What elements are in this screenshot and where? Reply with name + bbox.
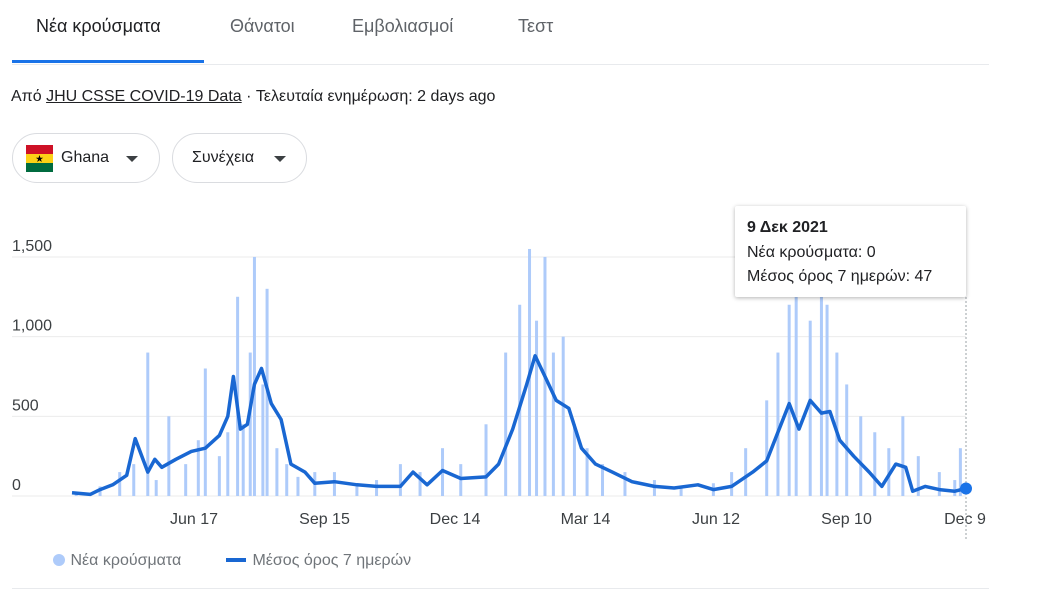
case-bar — [561, 336, 565, 496]
tab-new-cases[interactable]: Νέα κρούσματα — [36, 16, 161, 36]
case-bar — [154, 480, 158, 496]
case-bar — [585, 448, 589, 496]
legend-average[interactable]: Μέσος όρος 7 ημερών — [226, 551, 411, 570]
case-bar — [776, 352, 780, 496]
case-bar — [504, 352, 508, 496]
y-axis-labels: 0 500 1,000 1,500 — [12, 238, 52, 494]
case-bar — [601, 464, 605, 496]
case-bar — [623, 472, 627, 496]
legend-cases[interactable]: Νέα κρούσματα — [52, 551, 181, 570]
active-tab-indicator — [12, 60, 204, 63]
chevron-down-icon — [126, 156, 138, 162]
case-bar — [937, 472, 941, 496]
case-bar — [794, 288, 798, 496]
y-tick-label: 1,000 — [12, 318, 52, 335]
source-separator: · — [246, 88, 252, 105]
case-bar — [146, 352, 150, 496]
case-bar — [296, 476, 300, 496]
chart-tooltip: 9 Δεκ 2021 Νέα κρούσματα: 0 Μέσος όρος 7… — [735, 206, 966, 297]
case-bar — [825, 304, 829, 496]
case-bar — [248, 352, 252, 496]
case-bar — [765, 400, 769, 496]
tooltip-cases: Νέα κρούσματα: 0 — [747, 244, 876, 261]
case-bar — [332, 472, 336, 496]
tab-bar: Νέα κρούσματα Θάνατοι Εμβολιασμοί Τεστ — [12, 0, 989, 65]
case-bar — [355, 486, 359, 496]
case-bar — [873, 432, 877, 496]
last-updated: Τελευταία ενημέρωση: 2 days ago — [255, 88, 496, 105]
legend-line-icon — [226, 558, 246, 562]
x-tick-label: Dec 14 — [430, 511, 481, 528]
case-bar — [744, 448, 748, 496]
x-tick-label: Sep 10 — [821, 511, 872, 528]
case-bar — [241, 424, 245, 496]
case-bar — [572, 424, 576, 496]
case-bar — [196, 440, 200, 496]
source-line: Από JHU CSSE COVID-19 Data · Τελευταία ε… — [11, 88, 495, 106]
ghana-flag-icon — [26, 145, 53, 172]
case-bar — [859, 416, 863, 496]
country-label: Ghana — [61, 149, 110, 166]
tooltip-date: 9 Δεκ 2021 — [747, 219, 828, 236]
mode-label: Συνέχεια — [192, 149, 255, 166]
case-bar — [835, 352, 839, 496]
case-bar — [167, 416, 171, 496]
case-bar — [203, 368, 207, 496]
y-tick-label: 0 — [12, 477, 21, 494]
case-bar — [819, 256, 823, 496]
case-bar — [953, 480, 957, 496]
case-bar — [398, 464, 402, 496]
case-bar — [418, 472, 422, 496]
y-tick-label: 1,500 — [12, 238, 52, 255]
x-tick-label: Jun 12 — [692, 511, 740, 528]
country-dropdown[interactable]: Ghana — [12, 133, 160, 183]
y-tick-label: 500 — [12, 397, 39, 414]
case-bar — [285, 464, 289, 496]
average-line — [71, 354, 967, 497]
case-bar — [916, 456, 920, 496]
case-bar — [518, 304, 522, 496]
x-tick-label: Sep 15 — [299, 511, 350, 528]
case-bar — [132, 464, 136, 496]
bottom-divider — [12, 588, 989, 589]
case-bar — [118, 472, 122, 496]
x-tick-label: Jun 17 — [170, 511, 218, 528]
selected-point — [960, 482, 972, 495]
x-tick-label: Dec 9 — [944, 511, 986, 528]
case-bar — [958, 448, 962, 496]
case-bar — [184, 464, 188, 496]
case-bar — [730, 472, 734, 496]
source-prefix: Από — [11, 88, 42, 105]
case-bar — [901, 416, 905, 496]
legend-average-label: Μέσος όρος 7 ημερών — [252, 552, 412, 569]
case-bar — [275, 448, 279, 496]
case-bar — [484, 424, 488, 496]
case-bar — [217, 456, 221, 496]
case-bar — [551, 352, 555, 496]
x-axis-labels: Jun 17 Sep 15 Dec 14 Mar 14 Jun 12 Sep 10 Dec … — [170, 511, 986, 528]
chevron-down-icon — [274, 156, 286, 162]
case-bar — [226, 432, 230, 496]
case-bar — [535, 320, 539, 496]
case-bar — [261, 384, 265, 496]
case-bar — [808, 320, 812, 496]
case-bar — [679, 488, 683, 496]
legend-dot-icon — [53, 554, 65, 566]
tab-deaths[interactable]: Θάνατοι — [230, 16, 295, 36]
tab-vaccinations[interactable]: Εμβολιασμοί — [352, 16, 454, 36]
case-bar — [252, 256, 256, 496]
case-bar — [845, 384, 849, 496]
legend-cases-label: Νέα κρούσματα — [70, 552, 182, 569]
tooltip-average: Μέσος όρος 7 ημερών: 47 — [747, 268, 933, 285]
tab-tests[interactable]: Τεστ — [518, 16, 554, 36]
case-bar — [787, 304, 791, 496]
source-link[interactable]: JHU CSSE COVID-19 Data — [46, 88, 242, 105]
x-tick-label: Mar 14 — [561, 511, 611, 528]
mode-dropdown[interactable]: Συνέχεια — [172, 133, 307, 183]
